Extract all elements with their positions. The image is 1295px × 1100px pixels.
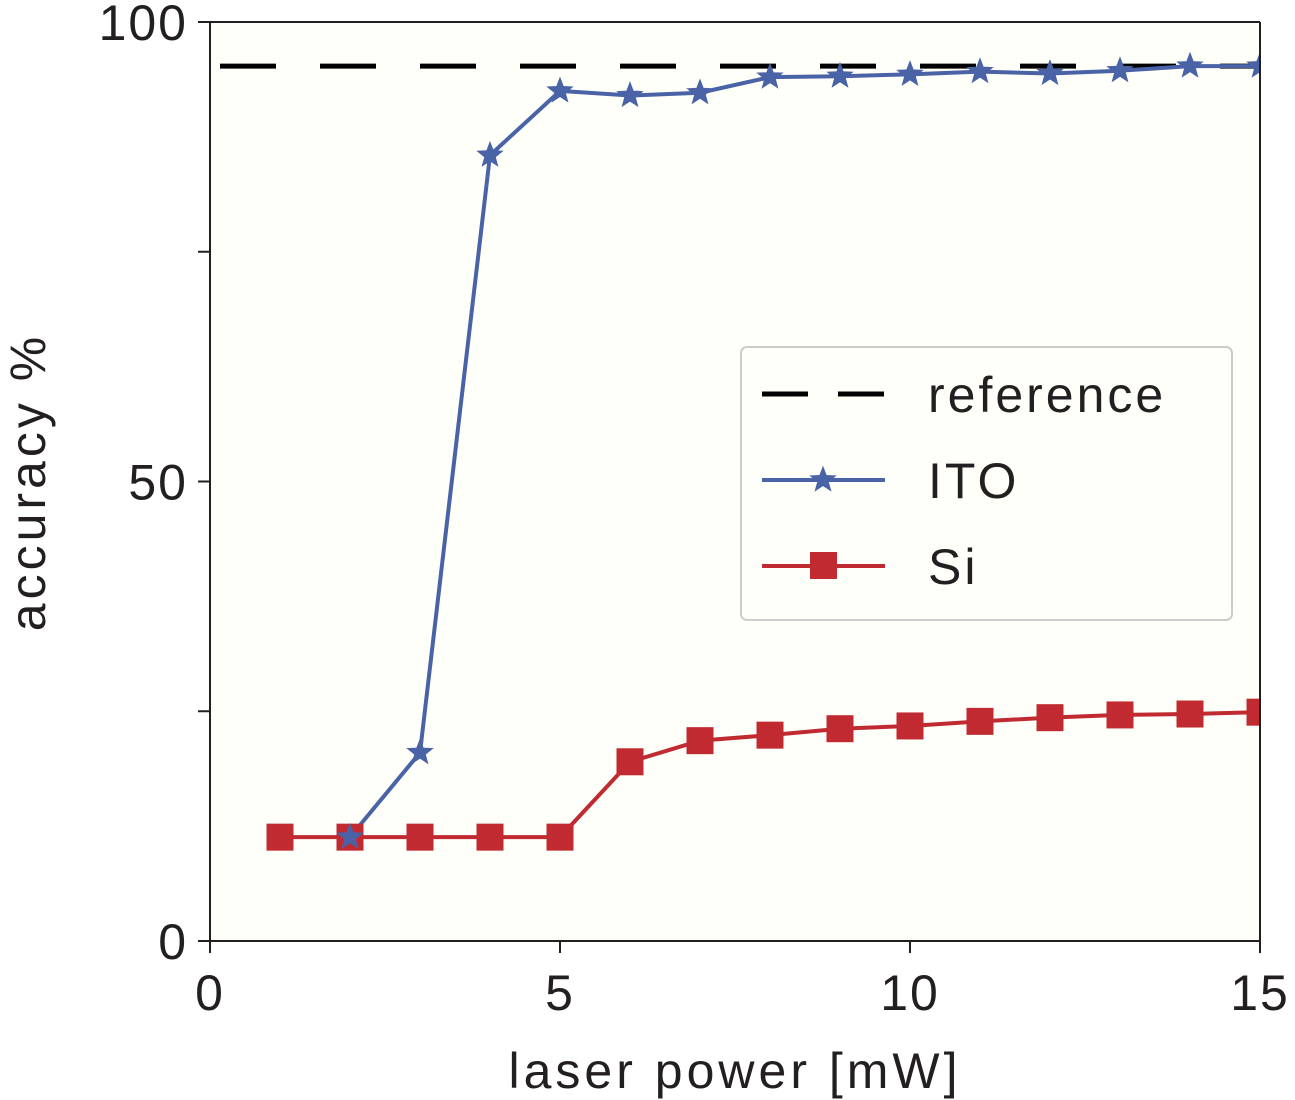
data-point-ito	[966, 57, 994, 84]
data-point-ito	[826, 61, 854, 88]
y-tick-label: 50	[128, 455, 188, 511]
data-point-si	[1176, 700, 1204, 728]
legend-si-square-marker	[810, 552, 837, 579]
legend-ito-label: ITO	[928, 453, 1019, 509]
ticks-layer	[198, 21, 1261, 953]
data-point-ito	[686, 78, 714, 105]
x-tick-label: 10	[880, 965, 940, 1021]
data-point-ito	[546, 76, 574, 103]
data-point-ito	[616, 81, 644, 108]
legend: reference ITO Si	[740, 346, 1233, 621]
data-point-si	[826, 715, 854, 743]
data-point-si	[406, 823, 434, 851]
legend-reference-label: reference	[928, 367, 1166, 423]
data-point-si	[476, 823, 504, 851]
plot-frame	[209, 21, 1261, 942]
legend-item-si: Si	[762, 539, 978, 595]
data-point-si	[616, 748, 644, 776]
y-tick-label: 0	[158, 914, 188, 970]
legend-item-reference: reference	[762, 367, 1166, 423]
data-point-si	[1036, 704, 1064, 732]
data-point-ito	[1106, 56, 1134, 83]
data-point-si	[1106, 701, 1134, 729]
legend-item-ito: ITO	[762, 453, 1019, 509]
legend-ito-star-marker	[809, 465, 837, 492]
data-point-ito	[406, 738, 434, 765]
data-point-si	[756, 721, 784, 749]
y-axis-label: accuracy %	[0, 333, 56, 631]
x-tick-label: 0	[195, 965, 225, 1021]
x-tick-label: 5	[545, 965, 575, 1021]
data-point-si	[896, 712, 924, 740]
data-point-ito	[756, 62, 784, 89]
y-tick-label: 100	[99, 0, 188, 51]
data-point-si	[546, 823, 574, 851]
x-tick-label: 15	[1230, 965, 1290, 1021]
data-point-si	[686, 727, 714, 755]
data-point-si	[1246, 698, 1260, 726]
x-axis-label: laser power [mW]	[509, 1043, 962, 1099]
data-point-ito	[896, 59, 924, 87]
legend-si-label: Si	[928, 539, 978, 595]
data-point-si	[966, 707, 994, 735]
data-point-ito	[1246, 51, 1260, 78]
data-point-ito	[476, 140, 504, 167]
series-layer	[210, 51, 1260, 851]
data-point-ito	[336, 822, 364, 849]
data-point-ito	[1036, 59, 1064, 86]
series-line-ito	[348, 64, 1260, 839]
data-point-ito	[1176, 51, 1204, 78]
legend-box	[740, 346, 1233, 621]
data-point-si	[266, 823, 294, 851]
